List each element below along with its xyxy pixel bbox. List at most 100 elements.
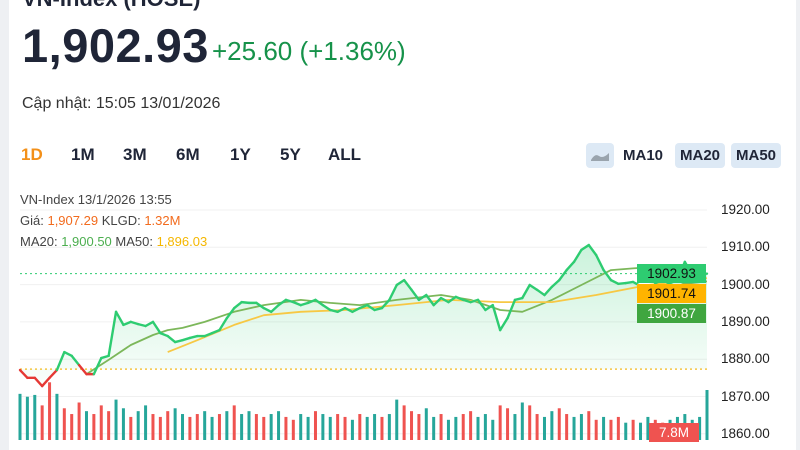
volume-bar [336,414,340,440]
price-line-segment [572,248,583,264]
ma50-label: MA50: [111,234,157,249]
price-line-segment [144,320,155,328]
volume-bar [33,394,37,440]
price-line-segment [565,260,576,272]
price-line-segment [136,322,147,328]
price-line-segment [380,298,391,310]
price-line-segment [484,303,494,312]
price-line-segment [173,338,184,344]
volume-bar [158,416,162,440]
price-line-segment [181,336,192,342]
y-tick-label: 1910.00 [721,239,770,255]
price-line-segment [535,288,546,297]
price-line-segment [210,328,221,335]
price-line-segment [70,354,81,367]
volume-bar [498,405,502,440]
price-line-segment [255,301,265,310]
volume-bar [594,419,598,440]
volume-bar [535,414,539,440]
price-line-segment [166,334,177,344]
index-card: VN-Index (HOSE) 1,902.93 +25.60 (+1.36%)… [9,0,796,450]
change-value: +25.60 [212,36,293,66]
tab-6m[interactable]: 6M [176,145,200,164]
y-tick-label: 1860.00 [721,425,770,441]
price-line-segment [462,298,472,304]
price-line-segment [292,300,302,307]
ma20-button[interactable]: MA20 [675,143,726,168]
y-tick-label: 1890.00 [721,313,770,329]
volume-bar [506,408,510,440]
volume-bar [254,414,258,440]
y-tick-label: 1900.00 [721,276,770,292]
volume-bar [107,411,111,440]
volume-bar [84,411,88,440]
price-line-segment [40,376,51,388]
volume-bar [240,414,244,440]
price-line-segment [336,306,347,314]
price-line-segment [594,253,605,272]
volume-bar [129,416,133,440]
price-line-segment [498,316,509,332]
tab-1d[interactable]: 1D [21,145,43,164]
tab-all[interactable]: ALL [328,145,362,164]
volume-bar [639,422,643,440]
tab-1y[interactable]: 1Y [230,145,251,164]
price-line-segment [402,278,413,292]
price-line-segment [33,376,44,388]
volume-bar [579,414,583,440]
price-line-segment [587,243,598,257]
price-line-segment [306,298,317,305]
price-line-segment [410,288,421,302]
tab-3m[interactable]: 3M [123,145,147,164]
price-line-segment [233,300,243,310]
volume-value-label: 7.8M [649,423,699,442]
volume-bar [387,414,391,440]
volume-bar [232,405,236,440]
price-label: Giá: [20,213,48,228]
volume-bar [188,416,192,440]
price-line-segment [439,296,450,304]
tooltip-price: Giá: 1,907.29 KLGD: 1.32M [20,213,180,228]
volume-bar [358,414,362,440]
price-line-segment [491,303,502,332]
volume-bar [225,411,229,440]
volume-bar [491,419,495,440]
price-line-segment [63,350,73,358]
volume-bar [166,411,170,440]
price-line-segment [432,296,443,307]
volume-bar [328,416,332,440]
ma50-button[interactable]: MA50 [731,143,782,168]
price-line-segment [543,285,554,297]
price-line-segment [425,293,435,307]
volume-bar [565,414,569,440]
price-line-segment [277,298,288,307]
volume-bar [439,414,443,440]
last-price-label: 1902.93 [637,264,706,283]
tab-5y[interactable]: 5Y [280,145,301,164]
price-line-segment [100,354,110,360]
tab-1m[interactable]: 1M [71,145,95,164]
volume-bar [217,414,221,440]
tooltip-ma20-value: 1,900.50 [61,234,112,249]
price-line-segment [580,243,591,252]
volume-bar [203,411,207,440]
ma20-line [86,266,708,375]
price-line-segment [528,283,539,292]
volume-bar [373,414,377,440]
ma10-button[interactable]: MA10 [623,147,664,164]
volume-bar [62,408,66,440]
price-line-segment [55,350,66,372]
volume-bar [454,416,458,440]
volume-bar [432,416,436,440]
area-chart-toggle[interactable] [586,143,614,168]
volume-bar [402,405,406,440]
tooltip-ma: MA20: 1,900.50 MA50: 1,896.03 [20,234,207,249]
volume-bar [417,414,421,440]
price-line-segment [314,298,325,307]
price-line-segment [602,268,613,282]
price-line-segment [469,298,480,304]
price-line-segment [617,281,627,286]
ma50-value-label: 1901.74 [637,284,706,303]
volume-bar [269,414,273,440]
price-line-segment [188,334,199,340]
